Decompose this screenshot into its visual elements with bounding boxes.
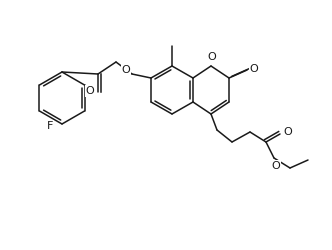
Text: O: O	[272, 161, 281, 171]
Text: O: O	[86, 86, 94, 96]
Text: O: O	[208, 52, 216, 62]
Text: O: O	[284, 127, 292, 137]
Text: O: O	[122, 65, 130, 75]
Text: O: O	[250, 64, 258, 74]
Text: F: F	[47, 121, 53, 131]
